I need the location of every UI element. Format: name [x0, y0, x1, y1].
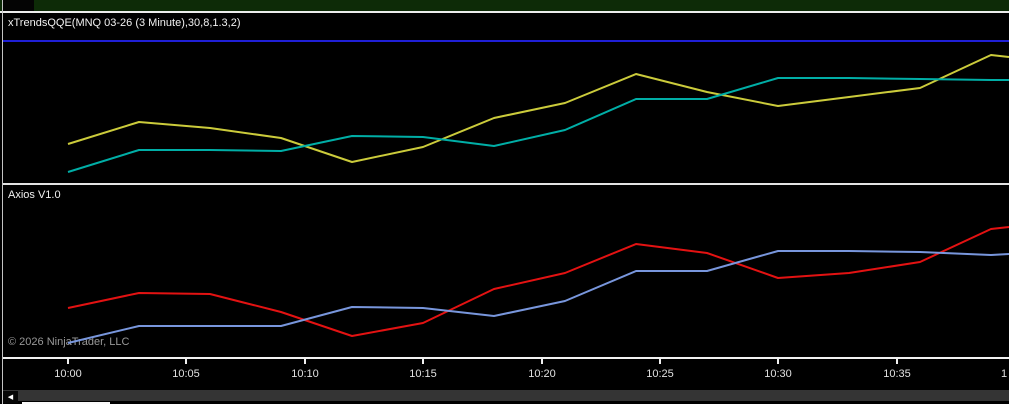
time-label: 10:10 [291, 368, 319, 380]
copyright-text: © 2026 NinjaTrader, LLC [8, 336, 130, 348]
time-axis-tick [896, 359, 898, 364]
scrollbar-thumb[interactable] [22, 402, 110, 404]
panel-divider-handle[interactable] [3, 183, 1009, 185]
scroll-left-button[interactable]: ◀ [3, 391, 18, 403]
time-axis-tick [541, 359, 543, 364]
horizontal-scrollbar[interactable]: ◀ [0, 390, 1009, 404]
series-axios-red [67, 226, 1009, 337]
time-label: 10:15 [409, 368, 437, 380]
time-axis[interactable]: 10:00 10:05 10:10 10:15 10:20 10:25 10:30 10:35… [0, 359, 1009, 389]
time-label-partial: 1 [1001, 368, 1008, 380]
left-arrow-icon: ◀ [7, 393, 14, 401]
time-axis-tick [304, 359, 306, 364]
time-label: 10:00 [54, 368, 82, 380]
time-axis-tick [659, 359, 661, 364]
time-label: 10:35 [883, 368, 911, 380]
time-axis-tick [67, 359, 69, 364]
scrollbar-track[interactable] [3, 390, 1009, 401]
time-axis-tick [777, 359, 779, 364]
window-left-border [2, 0, 3, 404]
time-label: 10:05 [172, 368, 200, 380]
top-strip-tab [3, 0, 34, 11]
indicator-label-axios: Axios V1.0 [8, 189, 61, 201]
series-axios-blue [67, 250, 1009, 344]
time-axis-line [3, 357, 1009, 359]
time-label: 10:20 [528, 368, 556, 380]
time-axis-tick [422, 359, 424, 364]
time-label: 10:25 [646, 368, 674, 380]
time-label: 10:30 [764, 368, 792, 380]
series-qqe-slow-teal [67, 77, 1009, 173]
time-axis-tick [185, 359, 187, 364]
series-qqe-fast-yellow [67, 54, 1009, 163]
window-top-strip [0, 0, 1009, 11]
indicator-label-xtrendsqqe: xTrendsQQE(MNQ 03-26 (3 Minute),30,8,1.3… [8, 17, 241, 29]
top-separator-line [0, 11, 1009, 13]
